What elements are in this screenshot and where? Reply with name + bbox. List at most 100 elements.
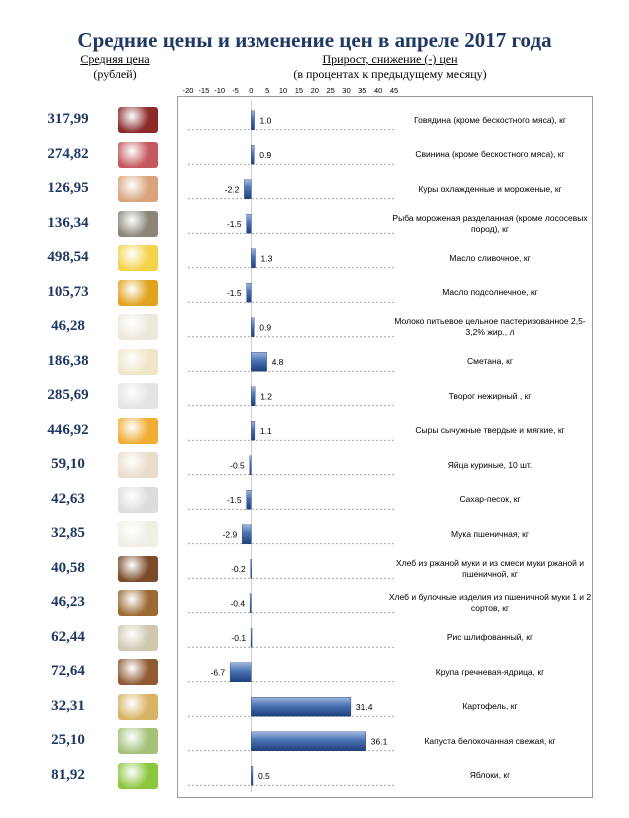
x-tick-label: 10 xyxy=(279,86,287,95)
price-value: 498,54 xyxy=(47,249,89,266)
bar xyxy=(250,628,253,648)
bar-value-label: -0.5 xyxy=(230,460,245,470)
bar-value-label: 31.4 xyxy=(356,702,373,712)
growth-header-line2: (в процентах к предыдущему месяцу) xyxy=(293,67,487,81)
bar-value-label: -2.9 xyxy=(223,529,238,539)
product-name: Сыры сычужные твердые и мягкие, кг xyxy=(415,425,565,436)
x-tick-label: 20 xyxy=(311,86,319,95)
product-image xyxy=(118,590,158,617)
x-tick-label: -5 xyxy=(232,86,239,95)
x-tick-label: 40 xyxy=(374,86,382,95)
product-name: Масло подсолнечное, кг xyxy=(442,287,538,298)
bar xyxy=(229,662,252,682)
bar xyxy=(246,214,252,234)
product-image xyxy=(118,486,158,513)
bar-value-label: -0.4 xyxy=(230,598,245,608)
product-image xyxy=(118,555,158,582)
product-image xyxy=(118,176,158,203)
product-image xyxy=(118,452,158,479)
bar-value-label: -6.7 xyxy=(210,667,225,677)
bar xyxy=(251,697,352,717)
bar xyxy=(251,386,256,406)
product-name: Молоко питьевое цельное пастеризованное … xyxy=(394,316,586,338)
price-header-line1: Средняя цена xyxy=(80,52,150,66)
product-name: Яблоки, кг xyxy=(469,770,511,781)
product-name: Рис шлифованный, кг xyxy=(446,632,534,643)
price-value: 25,10 xyxy=(51,732,85,749)
bar-value-label: -0.2 xyxy=(231,564,246,574)
x-tick-label: 45 xyxy=(390,86,398,95)
x-tick-label: 5 xyxy=(265,86,269,95)
bar xyxy=(251,421,256,441)
product-name: Крупа гречневая-ядрица, кг xyxy=(435,666,545,677)
price-value: 32,85 xyxy=(51,525,85,542)
bar-value-label: -0.1 xyxy=(231,633,246,643)
product-name: Куры охлажденные и мороженые, кг xyxy=(418,183,562,194)
price-value: 285,69 xyxy=(47,387,89,404)
bar xyxy=(244,179,252,199)
growth-column-header: Прирост, снижение (-) цен (в процентах к… xyxy=(240,52,540,82)
product-image xyxy=(118,141,158,168)
product-image xyxy=(118,417,158,444)
product-name: Хлеб и булочные изделия из пшеничной мук… xyxy=(388,592,592,614)
price-value: 81,92 xyxy=(51,766,85,783)
product-name: Рыба мороженая разделанная (кроме лососе… xyxy=(392,212,588,234)
price-value: 46,28 xyxy=(51,318,85,335)
product-name: Говядина (кроме бескостного мяса), кг xyxy=(414,114,566,125)
price-value: 317,99 xyxy=(47,111,89,128)
price-value: 274,82 xyxy=(47,145,89,162)
x-tick-label: 25 xyxy=(326,86,334,95)
bar xyxy=(251,766,254,786)
product-name: Картофель, кг xyxy=(462,701,518,712)
product-name: Свинина (кроме бескостного мяса), кг xyxy=(415,149,565,160)
x-tick-label: -20 xyxy=(183,86,194,95)
bar xyxy=(249,593,252,613)
price-header-line2: (рублей) xyxy=(93,67,137,81)
product-image xyxy=(118,728,158,755)
x-tick-label: 30 xyxy=(342,86,350,95)
bar-value-label: 36.1 xyxy=(371,736,388,746)
bar-value-label: 1.3 xyxy=(261,253,273,263)
price-value: 46,23 xyxy=(51,594,85,611)
bar-value-label: 1.2 xyxy=(260,391,272,401)
bar-value-label: 0.9 xyxy=(259,150,271,160)
product-image xyxy=(118,521,158,548)
bar xyxy=(250,559,252,579)
price-value: 59,10 xyxy=(51,456,85,473)
price-column-header: Средняя цена (рублей) xyxy=(40,52,190,82)
product-name: Капуста белокочанная свежая, кг xyxy=(424,735,556,746)
bar-value-label: 0.9 xyxy=(259,322,271,332)
product-image xyxy=(118,245,158,272)
bar xyxy=(246,490,252,510)
bar xyxy=(251,145,255,165)
bar xyxy=(251,248,256,268)
product-image xyxy=(118,314,158,341)
bar xyxy=(251,317,255,337)
price-value: 105,73 xyxy=(47,283,89,300)
price-value: 446,92 xyxy=(47,421,89,438)
price-value: 186,38 xyxy=(47,352,89,369)
price-value: 32,31 xyxy=(51,697,85,714)
product-image xyxy=(118,624,158,651)
price-value: 40,58 xyxy=(51,559,85,576)
x-tick-label: 0 xyxy=(249,86,253,95)
bar-value-label: -1.5 xyxy=(227,288,242,298)
bar xyxy=(251,731,366,751)
product-image xyxy=(118,693,158,720)
product-image xyxy=(118,659,158,686)
chart-title: Средние цены и изменение цен в апреле 20… xyxy=(77,28,552,52)
product-name: Творог нежирный , кг xyxy=(448,390,532,401)
bar-value-label: 4.8 xyxy=(272,357,284,367)
product-name: Масло сливочное, кг xyxy=(449,252,531,263)
price-value: 42,63 xyxy=(51,490,85,507)
product-image xyxy=(118,279,158,306)
product-image xyxy=(118,383,158,410)
bar xyxy=(246,283,252,303)
bar xyxy=(251,352,267,372)
product-name: Хлеб из ржаной муки и из смеси муки ржан… xyxy=(396,557,584,579)
x-tick-label: -10 xyxy=(214,86,225,95)
x-tick-label: 15 xyxy=(295,86,303,95)
product-image xyxy=(118,210,158,237)
bar-value-label: 1.0 xyxy=(260,115,272,125)
